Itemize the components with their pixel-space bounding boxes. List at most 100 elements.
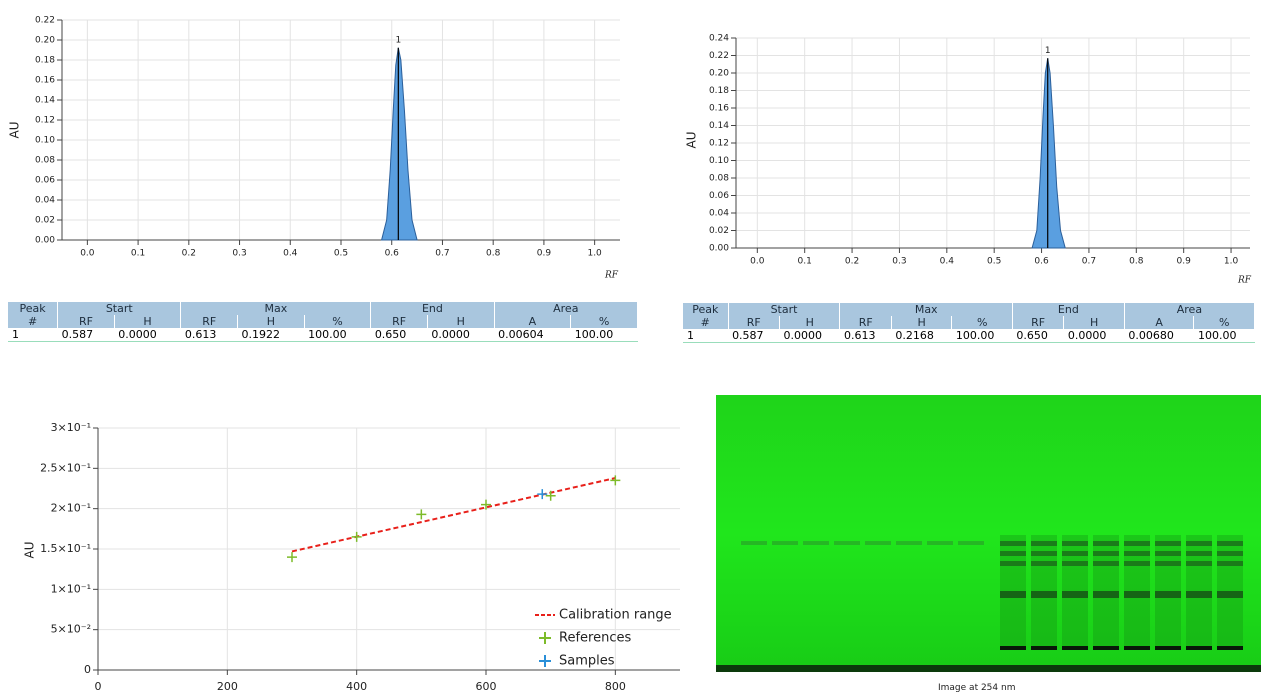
y-tick-label: 0.14 (35, 96, 55, 106)
table-cell: 100.00 (304, 328, 371, 342)
band (927, 541, 953, 545)
band (1000, 541, 1026, 546)
peak-area (382, 48, 418, 240)
x-tick-label: 0.2 (182, 249, 196, 259)
x-tick-label: 0.0 (80, 249, 95, 259)
y-tick-label: 0.02 (35, 216, 55, 226)
y-tick-label: 0.18 (709, 86, 729, 96)
y-tick-label: 1.5×10⁻¹ (40, 542, 91, 555)
x-tick-label: 0.7 (1082, 257, 1096, 267)
table-cell: A (1124, 316, 1194, 329)
table-cell: H (114, 315, 181, 328)
x-tick-label: 0.9 (1177, 257, 1192, 267)
band (1093, 551, 1119, 556)
y-tick-label: 0.12 (709, 139, 729, 149)
table-cell: RF (728, 316, 779, 329)
band (1155, 551, 1181, 556)
table-cell: 0.2168 (891, 329, 952, 343)
point (610, 475, 620, 485)
band (1124, 646, 1150, 650)
x-tick-label: 0.6 (385, 249, 400, 259)
band (1031, 591, 1057, 598)
band (1217, 551, 1243, 556)
band (1000, 591, 1026, 598)
legend-label: References (559, 631, 631, 646)
band (1124, 541, 1150, 546)
x-tick-label: 0.7 (435, 249, 449, 259)
table-cell: RF (181, 315, 238, 328)
table-cell: H (1064, 316, 1125, 329)
x-tick-label: 1.0 (587, 249, 602, 259)
table-row: #RFHRFH%RFHA% (8, 315, 638, 328)
band (1186, 541, 1212, 546)
band (741, 541, 767, 545)
band (1000, 561, 1026, 566)
y-tick-label: 0.16 (35, 76, 55, 86)
y-axis-label: AU (23, 542, 37, 559)
point (416, 509, 426, 519)
table-cell: RF (371, 315, 428, 328)
table-cell: Max (840, 303, 1012, 316)
band (1186, 646, 1212, 650)
band (865, 541, 891, 545)
y-axis-label: AU (685, 132, 699, 149)
band (1062, 591, 1088, 598)
y-tick-label: 2×10⁻¹ (51, 502, 91, 515)
x-tick-label: 200 (217, 680, 238, 693)
table-cell: 0.587 (728, 329, 779, 343)
band (896, 541, 922, 545)
band (1155, 646, 1181, 650)
y-tick-label: 0.08 (35, 156, 55, 166)
table-cell: Start (728, 303, 840, 316)
band (1217, 591, 1243, 598)
band (1093, 561, 1119, 566)
y-tick-label: 0.22 (709, 51, 729, 61)
y-tick-label: 0.20 (35, 36, 55, 46)
table-cell: Start (58, 302, 181, 315)
legend-label: Calibration range (559, 608, 672, 623)
legend-symbol (539, 655, 551, 667)
peak-label: 1 (395, 35, 401, 45)
y-tick-label: 0.00 (709, 244, 729, 254)
y-axis-label: AU (8, 122, 22, 139)
point (352, 532, 362, 542)
calibration-line (292, 478, 615, 551)
x-tick-label: 0.6 (1034, 257, 1049, 267)
band (1217, 541, 1243, 546)
y-tick-label: 2.5×10⁻¹ (40, 461, 91, 474)
x-tick-label: 0.2 (845, 257, 859, 267)
table-cell: Max (181, 302, 371, 315)
band (1155, 591, 1181, 598)
band (803, 541, 829, 545)
x-tick-label: 0.1 (798, 257, 812, 267)
image-caption: Image at 254 nm (938, 683, 1015, 693)
y-tick-label: 0.04 (35, 196, 55, 206)
table-cell: Area (494, 302, 637, 315)
x-tick-label: 0.5 (987, 257, 1001, 267)
densitogram-2: 0.000.020.040.060.080.100.120.140.160.18… (680, 0, 1260, 292)
y-tick-label: 0 (84, 663, 91, 676)
page: 0.000.020.040.060.080.100.120.140.160.18… (0, 0, 1261, 697)
table-cell: 0.0000 (1064, 329, 1125, 343)
plate-image (716, 395, 1261, 672)
y-tick-label: 0.04 (709, 209, 729, 219)
x-tick-label: 0.8 (1129, 257, 1144, 267)
x-tick-label: 1.0 (1224, 257, 1239, 267)
band (1000, 551, 1026, 556)
y-tick-label: 0.16 (709, 104, 729, 114)
table-cell: 0.0000 (779, 329, 840, 343)
table-cell: 0.613 (840, 329, 891, 343)
peak-table-2: PeakStartMaxEndArea#RFHRFH%RFHA%10.5870.… (683, 303, 1255, 343)
y-tick-label: 0.00 (35, 236, 55, 246)
legend-symbol (539, 632, 551, 644)
table-cell: % (1194, 316, 1255, 329)
x-tick-label: 0.8 (486, 249, 501, 259)
table-cell: End (371, 302, 494, 315)
x-tick-label: 0.3 (892, 257, 906, 267)
band (1031, 551, 1057, 556)
densitogram-1: 0.000.020.040.060.080.100.120.140.160.18… (0, 0, 640, 292)
